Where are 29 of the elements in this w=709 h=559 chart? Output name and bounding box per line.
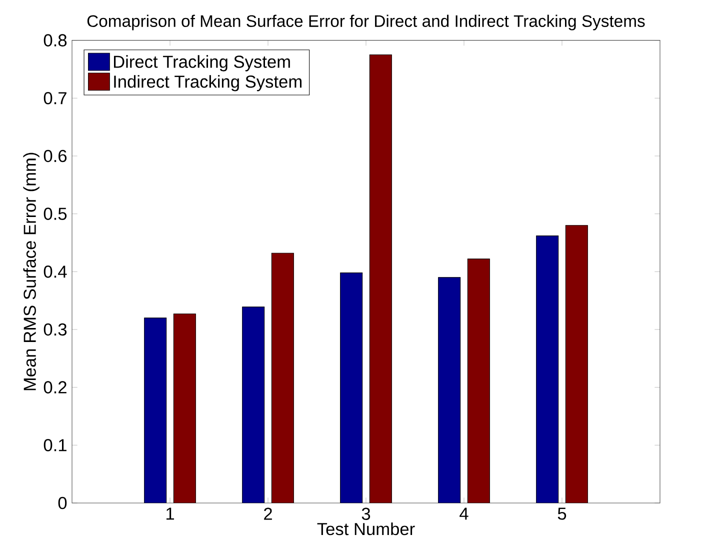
y-tick-label: 0.3: [44, 323, 67, 336]
y-tick-label: 0.8: [44, 34, 67, 46]
bar: [536, 236, 559, 503]
y-tick-label: 0.4: [44, 266, 67, 278]
bar: [369, 54, 392, 503]
chart-title: Comaprison of Mean Surface Error for Direct and Indirect Tracking Systems: [87, 14, 645, 30]
bar: [340, 272, 363, 503]
y-axis-title: Mean RMS Surface Error (mm): [23, 152, 40, 390]
y-tick-label: 0.2: [44, 381, 66, 394]
x-tick-label: 4: [460, 508, 468, 520]
bar: [565, 225, 588, 503]
bar: [467, 258, 490, 503]
y-tick-label: 0.7: [44, 92, 66, 104]
legend-label: Direct Tracking System: [114, 55, 290, 72]
x-axis-title: Test Number: [317, 522, 415, 536]
x-tick-label: 3: [362, 508, 370, 520]
y-tick-label: 0: [58, 496, 67, 510]
x-tick-label: 1: [166, 508, 174, 520]
x-tick-label: 5: [558, 508, 566, 520]
y-tick-label: 0.1: [44, 439, 66, 452]
legend-label: Indirect Tracking System: [114, 75, 302, 92]
bar: [438, 277, 461, 503]
y-tick-label: 0.6: [44, 150, 67, 162]
bar: [144, 318, 167, 503]
bar: [173, 314, 196, 503]
bar: [242, 306, 265, 503]
x-tick-label: 2: [264, 508, 272, 520]
bar: [271, 252, 294, 503]
y-tick-label: 0.5: [44, 208, 67, 220]
